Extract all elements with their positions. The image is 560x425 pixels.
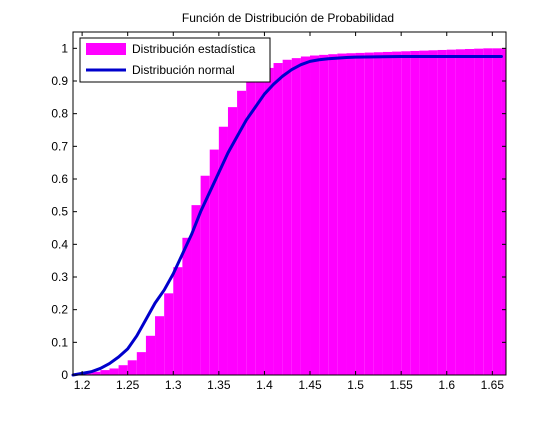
distribution-bar: [355, 52, 365, 375]
distribution-bar: [455, 49, 465, 376]
y-tick-label: 0.2: [51, 303, 68, 317]
distribution-bar: [164, 293, 174, 375]
distribution-bar: [337, 53, 347, 376]
distribution-bar: [82, 373, 92, 375]
legend: Distribución estadística Distribución no…: [79, 37, 271, 83]
distribution-bar: [273, 63, 283, 375]
x-tick-label: 1.45: [298, 378, 322, 392]
distribution-bar: [410, 50, 420, 375]
distribution-bar: [145, 335, 156, 375]
distribution-bar: [209, 149, 219, 375]
distribution-bar: [218, 126, 228, 375]
distribution-bar: [118, 365, 128, 375]
x-tick-label: 1.55: [389, 378, 413, 392]
plot-frame: [72, 31, 507, 376]
distribution-bar: [392, 51, 402, 375]
distribution-bar: [464, 48, 475, 376]
y-tick-label: 0.1: [51, 335, 68, 349]
y-tick-label: 0.8: [51, 107, 68, 121]
y-tick-label: 0.5: [51, 205, 68, 219]
line-layer: [71, 55, 503, 377]
distribution-bar: [373, 52, 383, 375]
x-tick-label: 1.65: [481, 378, 505, 392]
distribution-bar: [428, 50, 438, 375]
distribution-bar: [255, 74, 265, 375]
distribution-bar: [173, 267, 183, 375]
y-tick-label: 0.7: [51, 139, 68, 153]
distribution-bar: [364, 52, 374, 375]
distribution-bar: [328, 54, 338, 376]
distribution-bar: [136, 352, 146, 375]
normal-distribution-line: [71, 55, 503, 377]
distribution-bar: [100, 370, 110, 375]
distribution-bar: [282, 59, 292, 376]
y-tick-label: 0: [61, 368, 68, 382]
distribution-bar: [319, 54, 329, 376]
distribution-bar: [419, 50, 429, 376]
distribution-bar: [264, 67, 274, 376]
x-tick-label: 1.5: [347, 378, 364, 392]
y-tick-label: 0.9: [51, 74, 68, 88]
distribution-bar: [382, 51, 393, 376]
x-tick-label: 1.35: [207, 378, 231, 392]
y-tick-label: 1: [61, 41, 68, 55]
distribution-bar: [182, 237, 192, 375]
distribution-bar: [246, 81, 256, 375]
distribution-bar: [91, 371, 101, 375]
distribution-bar: [492, 48, 502, 375]
distribution-bar: [300, 56, 311, 375]
bars-layer: [82, 48, 506, 376]
distribution-bar: [346, 53, 356, 375]
distribution-bar: [437, 49, 447, 375]
distribution-bar: [310, 55, 320, 376]
distribution-bar: [200, 175, 210, 375]
distribution-bar: [109, 368, 119, 375]
axes-layer: 1.2 1.25 1.3 1.35 1.4 1.45 1.5 1.55 1.6 1.65 0 0.1 0…: [51, 32, 506, 392]
distribution-bar: [237, 90, 247, 376]
distribution-bar: [127, 360, 137, 375]
distribution-bar: [483, 48, 493, 375]
x-tick-label: 1.25: [116, 378, 140, 392]
y-tick-label: 0.3: [51, 270, 68, 284]
legend-label-statistical: Distribución estadística: [132, 42, 256, 56]
x-tick-label: 1.6: [438, 378, 455, 392]
y-tick-label: 0.4: [51, 237, 68, 251]
distribution-bar: [291, 58, 301, 375]
legend-label-normal: Distribución normal: [132, 63, 235, 77]
distribution-bar: [191, 205, 201, 375]
x-tick-label: 1.2: [74, 378, 91, 392]
chart-title: Función de Distribución de Probabilidad: [182, 11, 394, 25]
distribution-bar: [401, 51, 411, 376]
x-tick-label: 1.4: [256, 378, 273, 392]
legend-swatch-statistical: [86, 43, 126, 55]
x-tick-label: 1.3: [165, 378, 182, 392]
y-tick-label: 0.6: [51, 172, 68, 186]
distribution-bar: [446, 49, 456, 375]
distribution-bar: [227, 107, 238, 375]
distribution-bar: [155, 316, 165, 375]
distribution-bar: [474, 48, 484, 375]
